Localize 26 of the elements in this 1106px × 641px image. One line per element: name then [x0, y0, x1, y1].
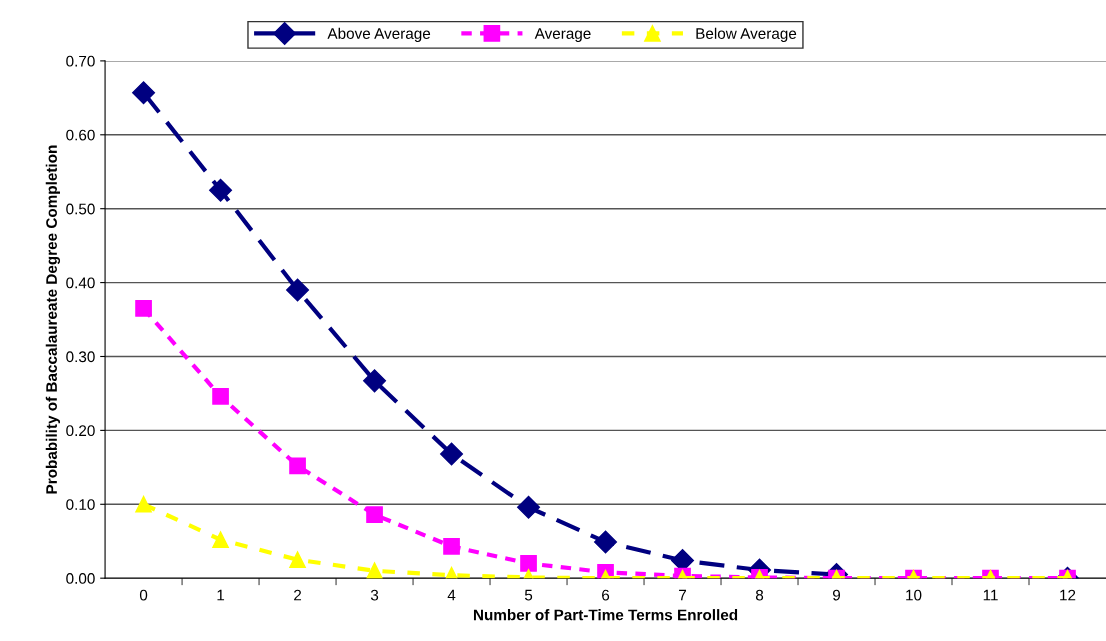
x-tick-label: 2: [294, 589, 302, 601]
x-tick-label: 11: [983, 589, 998, 601]
x-tick-label: 10: [906, 589, 922, 601]
x-tick-label: 3: [370, 589, 379, 601]
y-tick-label: 0.00: [66, 573, 95, 584]
x-tick-label: 1: [217, 589, 225, 601]
y-tick-label: 0.40: [66, 277, 95, 289]
y-tick-label: 0.20: [66, 425, 95, 437]
y-tick-label: 0.30: [66, 351, 95, 363]
x-tick-label: 6: [602, 589, 610, 601]
x-tick-label: 8: [755, 589, 764, 601]
x-tick-label: 7: [679, 589, 687, 601]
x-tick-label: 5: [524, 589, 533, 601]
x-axis-title: Number of Part-Time Terms Enrolled: [473, 609, 738, 621]
legend-label: Below Average: [696, 27, 797, 42]
y-tick-label: 0.10: [66, 499, 95, 510]
x-tick-label: 12: [1060, 589, 1076, 601]
y-axis-title: Probability of Baccalaureate Degree Completion: [45, 145, 61, 494]
y-tick-label: 0.50: [66, 203, 95, 215]
legend-label: Above Average: [327, 27, 431, 42]
x-tick-label: 9: [832, 589, 841, 601]
x-tick-label: 0: [139, 589, 148, 601]
x-tick-label: 4: [447, 589, 456, 601]
y-tick-label: 0.60: [66, 129, 95, 141]
legend-label: Average: [534, 28, 591, 42]
y-tick-label: 0.70: [66, 55, 95, 67]
